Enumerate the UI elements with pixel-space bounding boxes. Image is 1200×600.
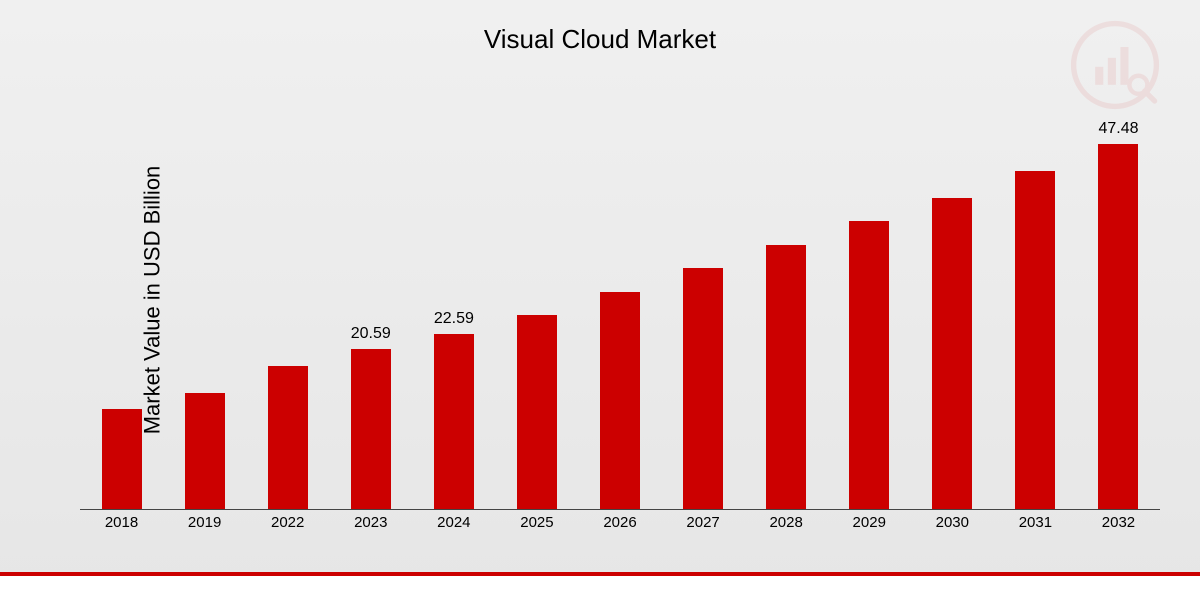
x-axis-tick-label: 2027	[662, 514, 745, 531]
watermark-logo-icon	[1070, 20, 1160, 110]
bar-slot	[745, 120, 828, 510]
bar-value-label: 47.48	[1098, 120, 1138, 140]
bar-slot: 47.48	[1077, 120, 1160, 510]
bar-value-label: 20.59	[351, 325, 391, 345]
bar-slot	[246, 120, 329, 510]
bar	[932, 198, 972, 510]
x-axis-tick-label: 2029	[828, 514, 911, 531]
bar	[1015, 171, 1055, 510]
bar-slot	[911, 120, 994, 510]
bar	[1098, 144, 1138, 510]
x-axis-baseline	[80, 509, 1160, 510]
x-axis-tick-label: 2025	[495, 514, 578, 531]
x-axis-tick-label: 2026	[578, 514, 661, 531]
bar-slot	[163, 120, 246, 510]
x-axis-tick-label: 2023	[329, 514, 412, 531]
bar	[268, 366, 308, 510]
bar	[517, 315, 557, 510]
x-axis-tick-label: 2031	[994, 514, 1077, 531]
x-axis-tick-label: 2018	[80, 514, 163, 531]
bar-slot	[80, 120, 163, 510]
bar	[766, 245, 806, 510]
bar-slot	[495, 120, 578, 510]
x-axis-tick-label: 2024	[412, 514, 495, 531]
footer-background	[0, 576, 1200, 600]
bar-value-label: 22.59	[434, 310, 474, 330]
bar	[600, 292, 640, 510]
bar-slot	[578, 120, 661, 510]
bar	[849, 221, 889, 510]
x-axis-tick-label: 2030	[911, 514, 994, 531]
bar-slot: 20.59	[329, 120, 412, 510]
bars-container: 20.59 22.59 47.48	[80, 120, 1160, 510]
chart-title: Visual Cloud Market	[0, 24, 1200, 55]
x-axis-tick-label: 2032	[1077, 514, 1160, 531]
chart-plot-area: 20.59 22.59 47.48	[80, 120, 1160, 510]
bar	[351, 349, 391, 510]
bar-slot: 22.59	[412, 120, 495, 510]
x-axis-tick-label: 2019	[163, 514, 246, 531]
bar	[102, 409, 142, 510]
bar-slot	[662, 120, 745, 510]
bar	[185, 393, 225, 510]
bar-slot	[828, 120, 911, 510]
x-axis-tick-label: 2028	[745, 514, 828, 531]
x-axis-tick-label: 2022	[246, 514, 329, 531]
bar	[434, 334, 474, 510]
x-axis-labels: 2018201920222023202420252026202720282029…	[80, 514, 1160, 531]
bar-slot	[994, 120, 1077, 510]
bar	[683, 268, 723, 510]
